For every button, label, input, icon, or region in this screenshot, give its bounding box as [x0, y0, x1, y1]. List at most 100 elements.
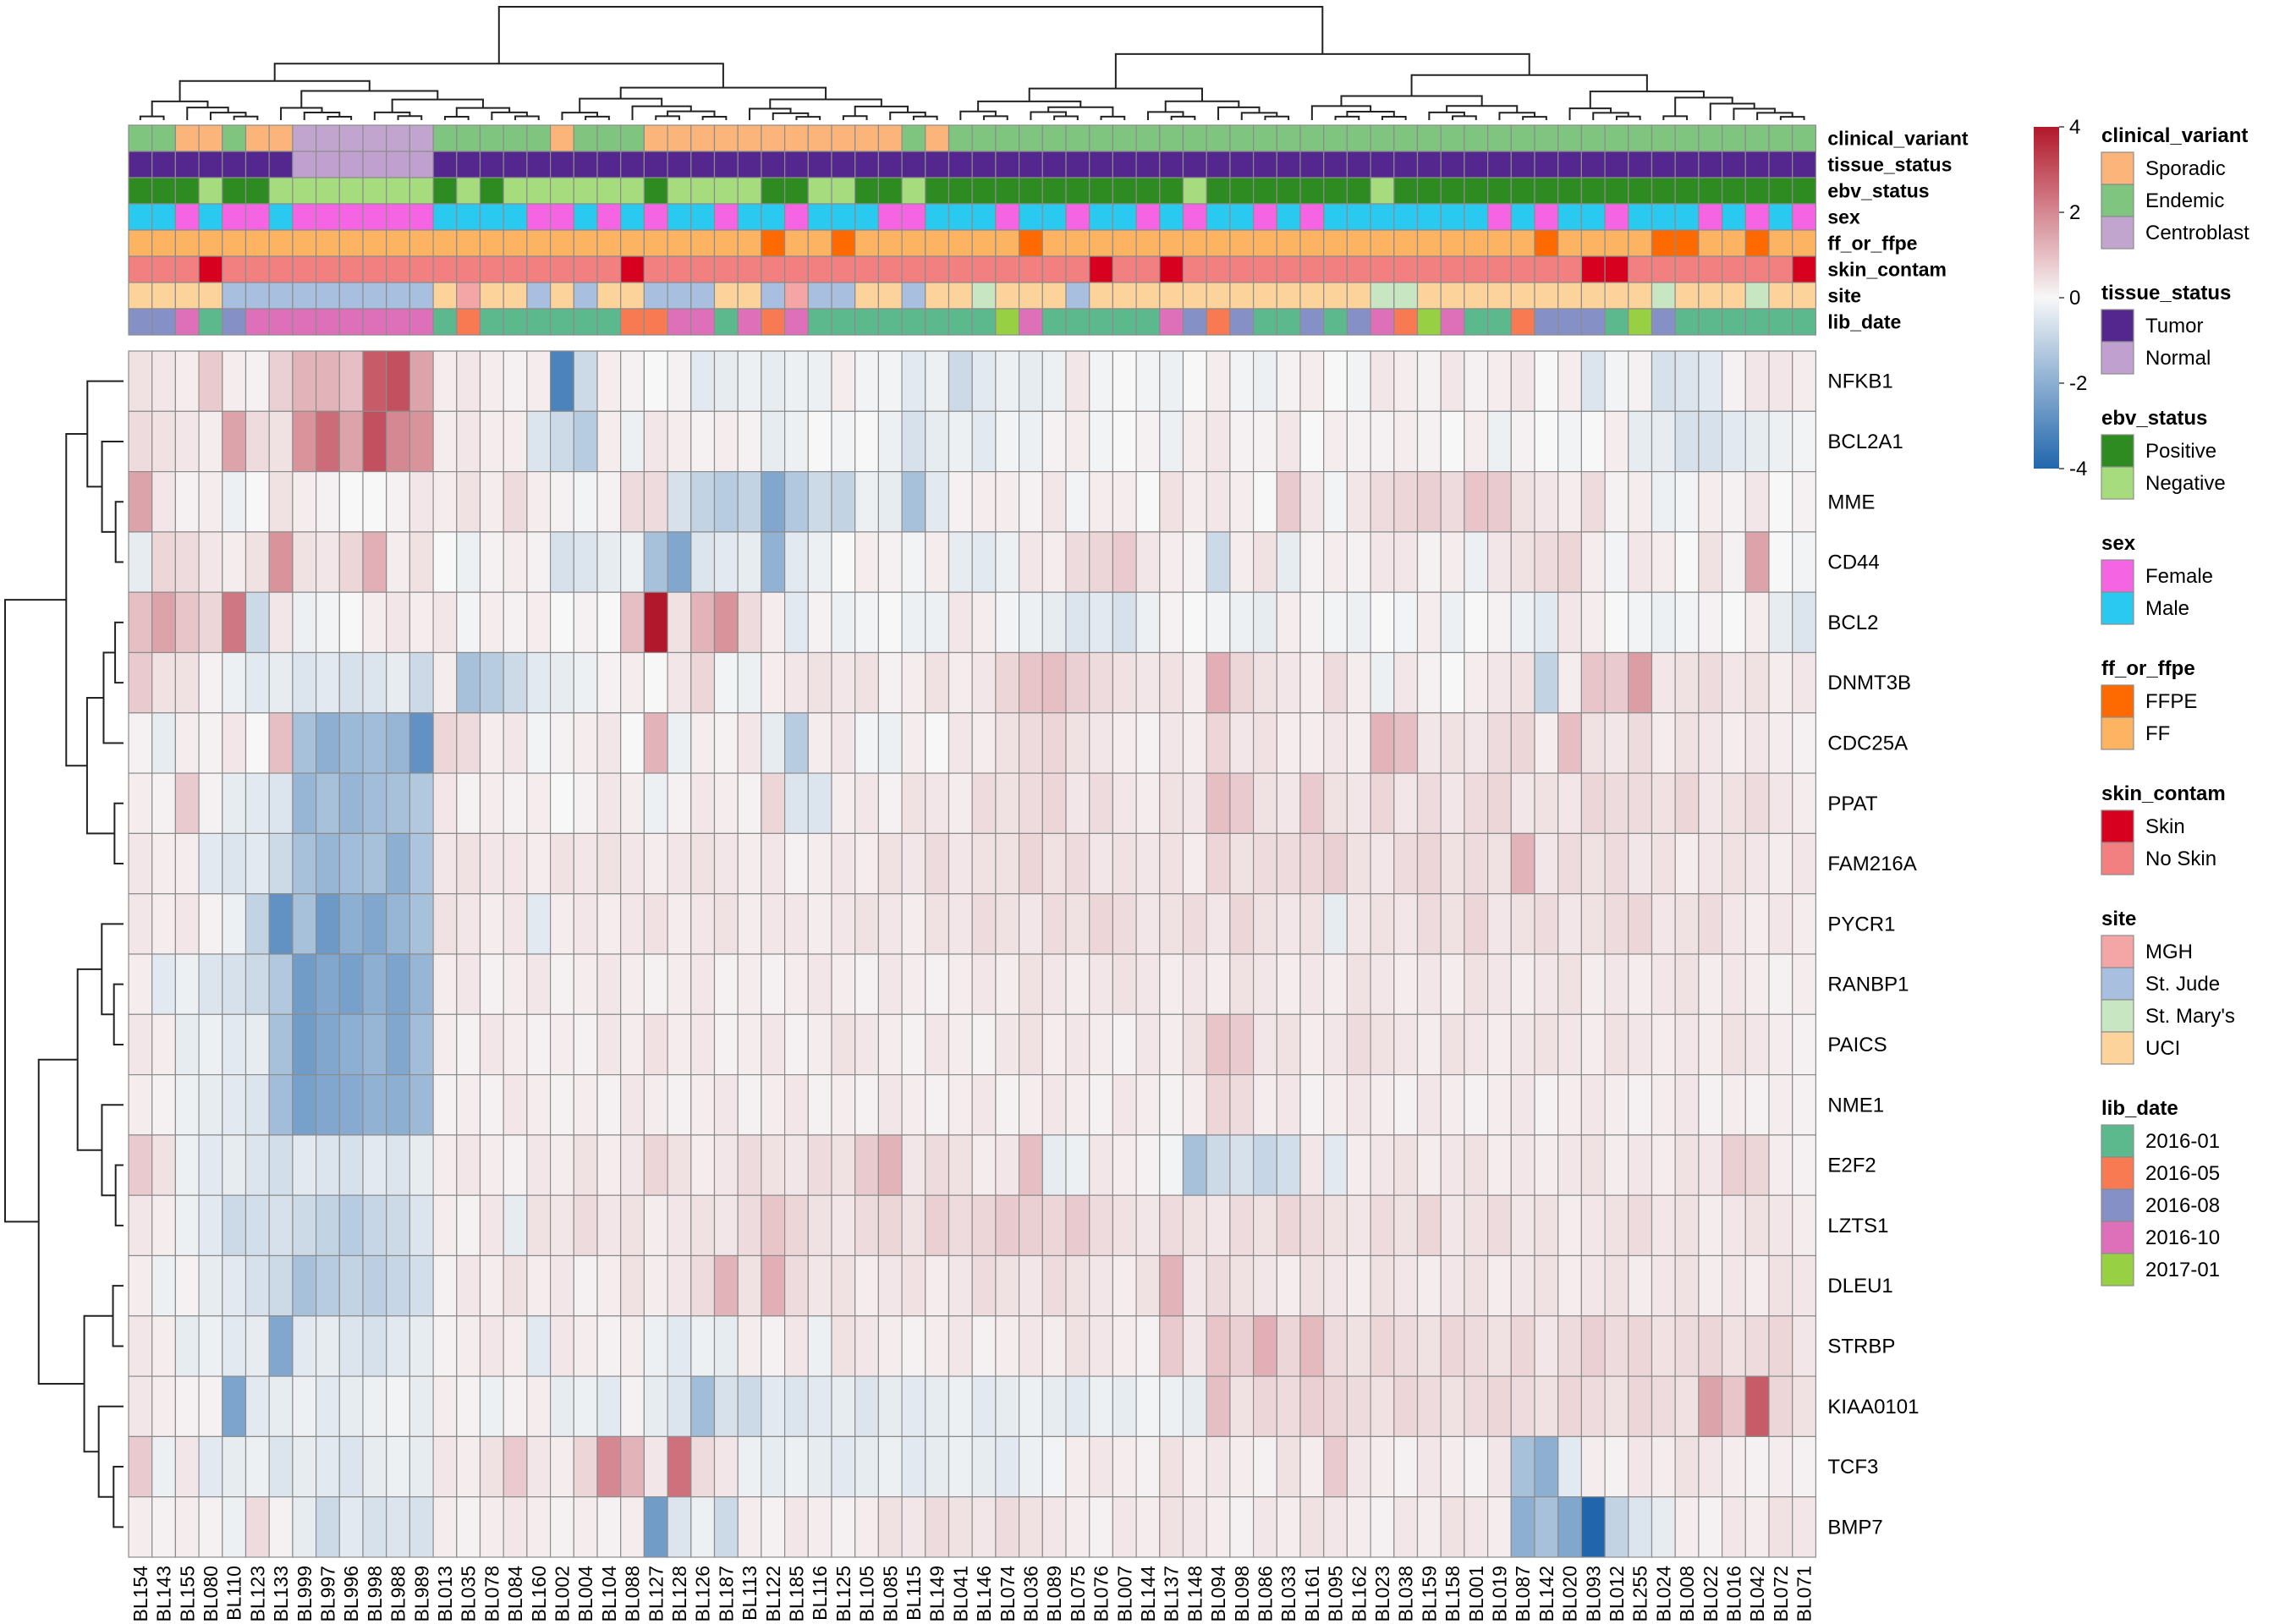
annotation-cell-tissue-status — [1018, 151, 1043, 178]
heatmap-cell — [901, 893, 926, 955]
heatmap-cell — [316, 1496, 340, 1558]
heatmap-cell — [1252, 712, 1277, 774]
heatmap-cell — [995, 531, 1020, 593]
annotation-cell-tissue-status — [1721, 151, 1746, 178]
sample-label: BL187 — [715, 1566, 737, 1622]
heatmap-cell — [1510, 772, 1535, 834]
heatmap-cell — [244, 410, 270, 473]
heatmap-cell — [549, 893, 574, 955]
heatmap-cell — [1416, 832, 1442, 895]
heatmap-cell — [174, 772, 200, 834]
heatmap-cell — [292, 591, 317, 654]
heatmap-cell — [1721, 832, 1746, 895]
dendrogram-branch — [1334, 115, 1360, 120]
annotation-cell-clinical-variant — [1792, 124, 1816, 152]
annotation-cell-sex — [1041, 203, 1067, 231]
heatmap-cell — [643, 1435, 668, 1498]
heatmap-cell — [1159, 953, 1184, 1015]
heatmap-cell — [338, 772, 364, 834]
annotation-cell-sex — [1229, 203, 1255, 231]
heatmap-cell — [925, 1315, 950, 1377]
heatmap-cell — [526, 1013, 552, 1076]
heatmap-cell — [620, 1254, 645, 1317]
heatmap-cell — [1276, 893, 1301, 955]
legend-item-label: Normal — [2145, 347, 2211, 370]
heatmap-cell — [831, 1315, 856, 1377]
annotation-cell-clinical-variant — [526, 124, 552, 152]
heatmap-cell — [1510, 712, 1535, 774]
heatmap-cell — [1416, 772, 1442, 834]
heatmap-cell — [1299, 350, 1325, 412]
heatmap-cell — [713, 1073, 739, 1136]
heatmap-cell — [1464, 1496, 1489, 1558]
heatmap-cell — [456, 410, 481, 473]
heatmap-cell — [1041, 772, 1067, 834]
heatmap-cell — [1135, 651, 1161, 714]
annotation-cell-tissue-status — [1041, 151, 1067, 178]
annotation-cell-lib-date — [1557, 308, 1582, 336]
annotation-cell-ff-or-ffpe — [432, 229, 458, 257]
heatmap-cell — [1510, 1013, 1535, 1076]
annotation-cell-sex — [925, 203, 950, 231]
annotation-cell-skin-contam — [877, 255, 903, 283]
heatmap-cell — [854, 953, 880, 1015]
color-scale-bar — [2034, 127, 2059, 469]
heatmap-cell — [456, 1315, 481, 1377]
heatmap-cell — [761, 591, 786, 654]
annotation-cell-sex — [1604, 203, 1629, 231]
heatmap-cell — [1252, 531, 1277, 593]
heatmap-cell — [807, 1315, 832, 1377]
heatmap-cell — [643, 1134, 668, 1196]
heatmap-cell — [549, 410, 574, 473]
annotation-cell-ff-or-ffpe — [1346, 229, 1371, 257]
sample-label: BL013 — [434, 1566, 456, 1622]
annotation-cell-site — [386, 282, 411, 310]
heatmap-cell — [244, 651, 270, 714]
annotation-cell-clinical-variant — [1089, 124, 1113, 152]
annotation-cell-tissue-status — [690, 151, 716, 178]
heatmap-cell — [244, 712, 270, 774]
heatmap-cell — [432, 1496, 458, 1558]
annotation-cell-sex — [1135, 203, 1161, 231]
annotation-cell-ebv-status — [1089, 177, 1113, 205]
heatmap-cell — [1065, 1254, 1090, 1317]
heatmap-cell — [925, 712, 950, 774]
heatmap-cell — [948, 712, 973, 774]
heatmap-cell — [268, 1315, 294, 1377]
heatmap-cell — [1159, 1375, 1184, 1437]
heatmap-cell — [1628, 1435, 1653, 1498]
heatmap-cell — [222, 1194, 247, 1257]
heatmap-cell — [1698, 1073, 1723, 1136]
heatmap-cell — [1698, 1013, 1723, 1076]
heatmap-cell — [1135, 712, 1161, 774]
heatmap-cell — [854, 350, 880, 412]
sample-label: BL087 — [1512, 1566, 1534, 1622]
heatmap-cell — [1674, 1375, 1700, 1437]
dendrogram-branch — [1779, 116, 1805, 120]
heatmap-cell — [432, 1194, 458, 1257]
annotation-cell-clinical-variant — [174, 124, 200, 152]
heatmap-cell — [807, 591, 832, 654]
heatmap-cell — [503, 1013, 528, 1076]
heatmap-cell — [877, 350, 903, 412]
heatmap-cell — [316, 832, 340, 895]
heatmap-cell — [1651, 953, 1676, 1015]
annotation-cell-ebv-status — [503, 177, 528, 205]
heatmap-cell — [596, 772, 622, 834]
heatmap-cell — [573, 953, 598, 1015]
heatmap-cell — [268, 410, 294, 473]
heatmap-cell — [1206, 410, 1231, 473]
heatmap-cell — [690, 1375, 716, 1437]
annotation-cell-tissue-status — [643, 151, 668, 178]
annotation-cell-clinical-variant — [1464, 124, 1489, 152]
annotation-cell-site — [1604, 282, 1629, 310]
heatmap-cell — [386, 1254, 411, 1317]
heatmap-cell — [901, 832, 926, 895]
heatmap-cell — [831, 1073, 856, 1136]
annotation-cell-clinical-variant — [1721, 124, 1746, 152]
heatmap-cell — [667, 651, 692, 714]
heatmap-cell — [1604, 410, 1629, 473]
annotation-cell-site — [409, 282, 434, 310]
heatmap-cell — [1206, 772, 1231, 834]
heatmap-cell — [1112, 1435, 1137, 1498]
